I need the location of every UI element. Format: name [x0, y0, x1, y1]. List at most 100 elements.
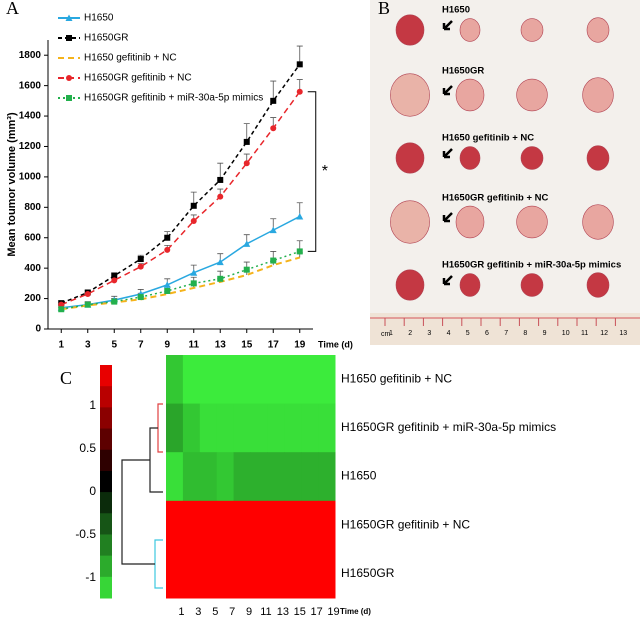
- colorbar-segment: [100, 492, 112, 514]
- dendrogram: [121, 403, 163, 589]
- heatmap-cell: [267, 403, 285, 453]
- heatmap-cell: [250, 355, 268, 405]
- x-tick-label: 3: [85, 340, 91, 351]
- series-line: [61, 215, 301, 309]
- heatmap-cell: [267, 452, 285, 502]
- marker: [217, 193, 224, 200]
- ruler-label: 4: [447, 330, 451, 337]
- legend-label: H1650GR gefitinib + NC: [84, 73, 192, 84]
- tumor: [520, 273, 544, 297]
- heatmap-cell: [318, 403, 336, 453]
- y-tick-label: 600: [24, 232, 41, 243]
- marker: [164, 287, 171, 294]
- arrow: [442, 212, 453, 223]
- x-tick-label: 13: [277, 606, 289, 618]
- heatmap-cell: [216, 549, 235, 599]
- tumor: [586, 145, 610, 171]
- x-tick-label: 11: [260, 606, 271, 618]
- panel-label: B: [378, 0, 390, 18]
- y-tick-label: 1800: [19, 50, 42, 61]
- arrow: [442, 148, 453, 159]
- y-tick-label: 1000: [19, 172, 42, 183]
- tumor: [520, 146, 544, 170]
- x-axis-label: Time (d): [340, 607, 371, 616]
- heatmap-cell: [318, 500, 336, 550]
- ruler-label: 5: [466, 330, 470, 337]
- marker: [243, 266, 250, 273]
- x-tick-label: 5: [212, 606, 218, 618]
- row-label: H1650: [341, 469, 377, 483]
- heatmap-cell: [267, 355, 285, 405]
- tumor: [455, 78, 485, 112]
- heatmap-cell: [284, 500, 302, 550]
- marker: [190, 269, 198, 276]
- heatmap-cell: [233, 355, 251, 405]
- marker: [137, 294, 144, 301]
- marker: [58, 306, 65, 313]
- marker: [216, 258, 224, 266]
- y-tick-label: 0: [35, 324, 41, 335]
- x-tick-label: 19: [294, 340, 306, 351]
- heatmap-cell: [267, 549, 285, 599]
- colorbar-segment: [100, 407, 112, 430]
- heatmap-cell: [216, 403, 235, 453]
- annotation: *: [322, 163, 328, 180]
- marker: [66, 95, 72, 101]
- y-tick-label: 200: [24, 293, 41, 304]
- tumor: [459, 146, 481, 170]
- marker: [84, 291, 91, 298]
- tumor: [516, 205, 548, 239]
- x-tick-label: 13: [215, 340, 227, 351]
- colorbar-tick-label: 1: [89, 398, 96, 412]
- heatmap-cell: [267, 500, 285, 550]
- x-tick-label: 3: [195, 606, 201, 618]
- heatmap-cell: [233, 452, 251, 502]
- panel-label: A: [6, 0, 19, 18]
- y-tick-label: 800: [24, 202, 41, 213]
- legend-label: H1650 gefitinib + NC: [84, 53, 177, 64]
- colorbar-tick-label: -0.5: [75, 527, 96, 541]
- tumor: [516, 78, 548, 112]
- colorbar-segment: [100, 576, 112, 599]
- marker: [217, 176, 224, 183]
- heatmap-cell: [199, 549, 218, 599]
- colorbar-segment: [100, 555, 112, 578]
- tumor: [459, 273, 481, 297]
- heatmap-cell: [199, 500, 218, 550]
- heatmap-cell: [166, 549, 184, 599]
- colorbar-segment: [100, 470, 112, 493]
- legend-label: H1650GR: [84, 33, 128, 44]
- tumor: [390, 73, 430, 117]
- series-line: [60, 63, 301, 304]
- marker: [84, 301, 91, 308]
- x-tick-label: 7: [138, 340, 144, 351]
- dendrogram-branch: [149, 427, 163, 493]
- marker: [190, 280, 197, 287]
- tumor: [390, 200, 430, 244]
- x-tick-label: 1: [178, 606, 184, 618]
- ruler-label: 2: [408, 330, 412, 337]
- heatmap-cell: [182, 549, 201, 599]
- heatmap-cell: [284, 355, 302, 405]
- x-tick-label: 1: [58, 340, 64, 351]
- marker: [58, 301, 65, 308]
- y-tick-label: 1400: [19, 111, 42, 122]
- x-tick-label: 7: [229, 606, 235, 618]
- marker: [296, 212, 304, 220]
- heatmap-cell: [250, 500, 268, 550]
- heatmap-cell: [216, 452, 235, 502]
- marker: [296, 61, 303, 68]
- dendrogram-branch: [154, 539, 163, 589]
- heatmap-cell: [233, 500, 251, 550]
- y-tick-label: 1600: [19, 80, 42, 91]
- marker: [137, 256, 144, 263]
- error-bar: [243, 123, 250, 142]
- tumor: [582, 204, 614, 240]
- heatmap-cell: [199, 355, 218, 405]
- marker: [217, 275, 224, 282]
- colorbar-segment: [100, 386, 112, 408]
- marker: [111, 272, 118, 279]
- marker: [66, 75, 72, 81]
- tumor: [586, 17, 610, 43]
